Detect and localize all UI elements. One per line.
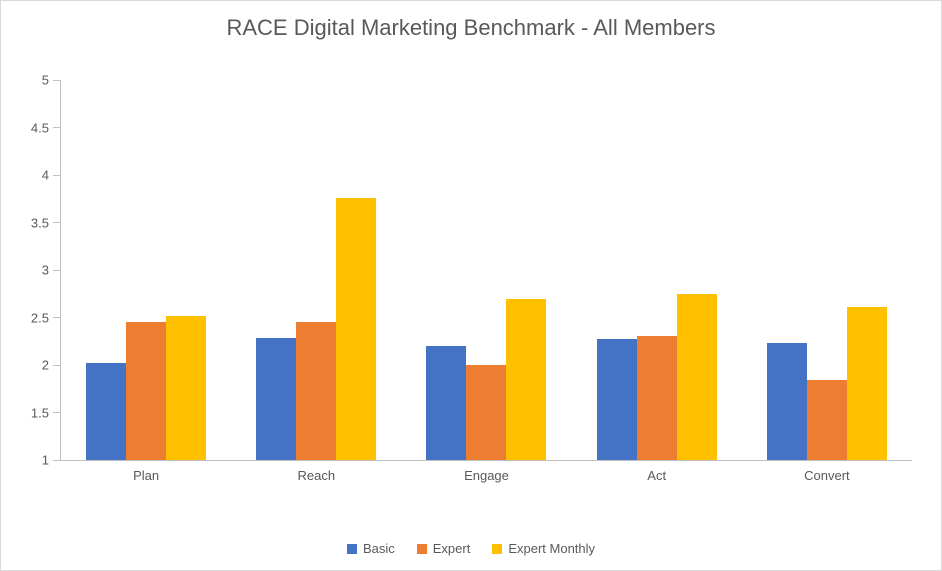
legend-label: Expert Monthly: [508, 541, 595, 556]
legend-item: Expert: [417, 541, 471, 556]
bar-group: Convert: [742, 80, 912, 460]
legend-item: Basic: [347, 541, 395, 556]
y-tick: [53, 80, 61, 81]
category-label: Reach: [297, 468, 335, 483]
y-tick-label: 4.5: [31, 120, 49, 135]
legend-item: Expert Monthly: [492, 541, 595, 556]
legend-swatch: [492, 544, 502, 554]
category-label: Convert: [804, 468, 850, 483]
chart-frame: RACE Digital Marketing Benchmark - All M…: [0, 0, 942, 571]
bar: [336, 198, 376, 460]
bar-group: Plan: [61, 80, 231, 460]
chart-title: RACE Digital Marketing Benchmark - All M…: [1, 15, 941, 41]
plot-area: PlanReachEngageActConvert 11.522.533.544…: [60, 80, 912, 461]
bar: [86, 363, 126, 460]
bar-group: Reach: [231, 80, 401, 460]
bar: [296, 322, 336, 460]
y-tick-label: 2: [42, 358, 49, 373]
bars-layer: PlanReachEngageActConvert: [61, 80, 912, 460]
y-tick-label: 3: [42, 263, 49, 278]
legend: Basic Expert Expert Monthly: [1, 541, 941, 556]
category-label: Plan: [133, 468, 159, 483]
bar: [767, 343, 807, 460]
y-tick-label: 1.5: [31, 405, 49, 420]
bar: [466, 365, 506, 460]
bar: [597, 339, 637, 460]
y-tick-label: 5: [42, 73, 49, 88]
legend-label: Basic: [363, 541, 395, 556]
bar: [506, 299, 546, 461]
bar: [426, 346, 466, 460]
y-tick: [53, 460, 61, 461]
y-tick-label: 2.5: [31, 310, 49, 325]
y-tick: [53, 412, 61, 413]
bar: [637, 336, 677, 460]
bar: [256, 338, 296, 460]
bar: [126, 322, 166, 460]
bar: [847, 307, 887, 460]
y-tick: [53, 317, 61, 318]
y-tick: [53, 127, 61, 128]
bar: [807, 380, 847, 460]
y-tick-label: 4: [42, 168, 49, 183]
y-tick: [53, 270, 61, 271]
y-tick-label: 1: [42, 453, 49, 468]
y-tick-label: 3.5: [31, 215, 49, 230]
category-label: Act: [647, 468, 666, 483]
y-tick: [53, 175, 61, 176]
bar: [166, 316, 206, 460]
legend-label: Expert: [433, 541, 471, 556]
category-label: Engage: [464, 468, 509, 483]
bar-group: Engage: [401, 80, 571, 460]
legend-swatch: [417, 544, 427, 554]
bar: [677, 294, 717, 460]
y-tick: [53, 222, 61, 223]
bar-group: Act: [572, 80, 742, 460]
legend-swatch: [347, 544, 357, 554]
y-tick: [53, 365, 61, 366]
